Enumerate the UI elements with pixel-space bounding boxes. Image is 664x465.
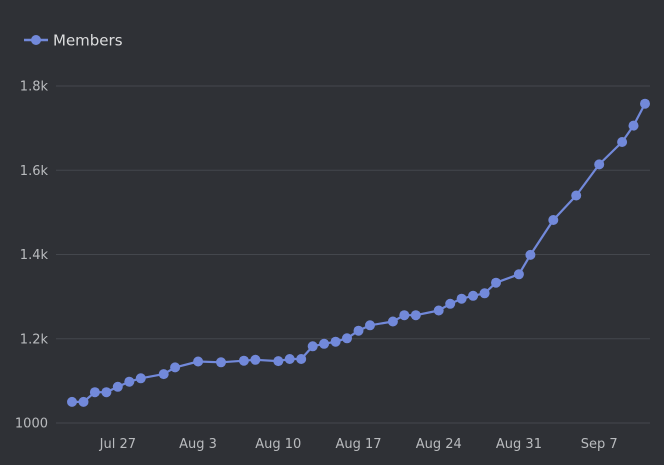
data-point[interactable] — [193, 356, 204, 367]
data-point[interactable] — [628, 120, 639, 131]
data-point[interactable] — [571, 190, 582, 201]
y-tick-label: 1.8k — [20, 80, 49, 95]
data-point[interactable] — [135, 373, 146, 384]
x-tick-label: Aug 3 — [179, 437, 217, 452]
data-point[interactable] — [250, 354, 261, 365]
data-point[interactable] — [525, 249, 536, 260]
data-point[interactable] — [445, 298, 456, 309]
data-point[interactable] — [491, 277, 501, 288]
x-tick-label: Aug 24 — [416, 437, 462, 452]
legend-dot-marker — [31, 35, 41, 45]
data-point[interactable] — [330, 336, 341, 347]
data-point[interactable] — [238, 355, 249, 366]
data-point[interactable] — [410, 310, 421, 321]
data-point[interactable] — [170, 362, 181, 373]
y-tick-label: 1000 — [15, 417, 48, 432]
series-line — [72, 103, 646, 403]
data-point[interactable] — [216, 357, 226, 368]
data-point[interactable] — [548, 215, 559, 225]
data-point[interactable] — [101, 387, 112, 398]
chart-legend[interactable]: Members — [24, 32, 123, 50]
y-tick-label: 1.6k — [20, 164, 49, 179]
x-tick-label: Aug 31 — [496, 437, 542, 452]
y-axis-ticks: 1000 1.2k 1.4k 1.6k 1.8k — [15, 80, 49, 432]
data-point[interactable] — [273, 356, 284, 367]
data-point[interactable] — [387, 316, 398, 327]
data-point[interactable] — [284, 354, 295, 364]
data-point[interactable] — [617, 137, 628, 147]
data-point[interactable] — [319, 338, 330, 349]
data-point[interactable] — [158, 369, 169, 380]
data-point[interactable] — [594, 159, 605, 170]
data-point[interactable] — [433, 305, 444, 316]
grid-lines — [56, 85, 650, 424]
x-tick-label: Jul 27 — [99, 437, 136, 452]
data-point[interactable] — [479, 288, 490, 299]
data-point[interactable] — [78, 396, 89, 407]
y-tick-label: 1.2k — [20, 332, 49, 347]
data-point[interactable] — [513, 269, 524, 280]
data-point[interactable] — [296, 354, 307, 364]
x-axis-ticks: Jul 27 Aug 3 Aug 10 Aug 17 Aug 24 Aug 31 Sep 7 — [99, 437, 618, 452]
series-members — [67, 98, 650, 407]
data-point[interactable] — [112, 381, 123, 392]
data-point[interactable] — [365, 320, 375, 331]
y-tick-label: 1.4k — [20, 248, 49, 263]
data-point[interactable] — [456, 293, 467, 304]
data-point[interactable] — [89, 387, 100, 398]
data-point[interactable] — [399, 310, 410, 321]
legend-label-members: Members — [53, 32, 123, 50]
data-point[interactable] — [342, 333, 352, 344]
x-tick-label: Sep 7 — [581, 437, 618, 452]
x-tick-label: Aug 10 — [255, 437, 301, 452]
data-point[interactable] — [353, 325, 364, 336]
x-tick-label: Aug 17 — [335, 437, 381, 452]
data-point[interactable] — [67, 396, 77, 407]
data-point[interactable] — [468, 290, 479, 301]
data-point[interactable] — [640, 98, 650, 109]
data-point[interactable] — [307, 341, 318, 352]
data-point[interactable] — [124, 376, 135, 387]
